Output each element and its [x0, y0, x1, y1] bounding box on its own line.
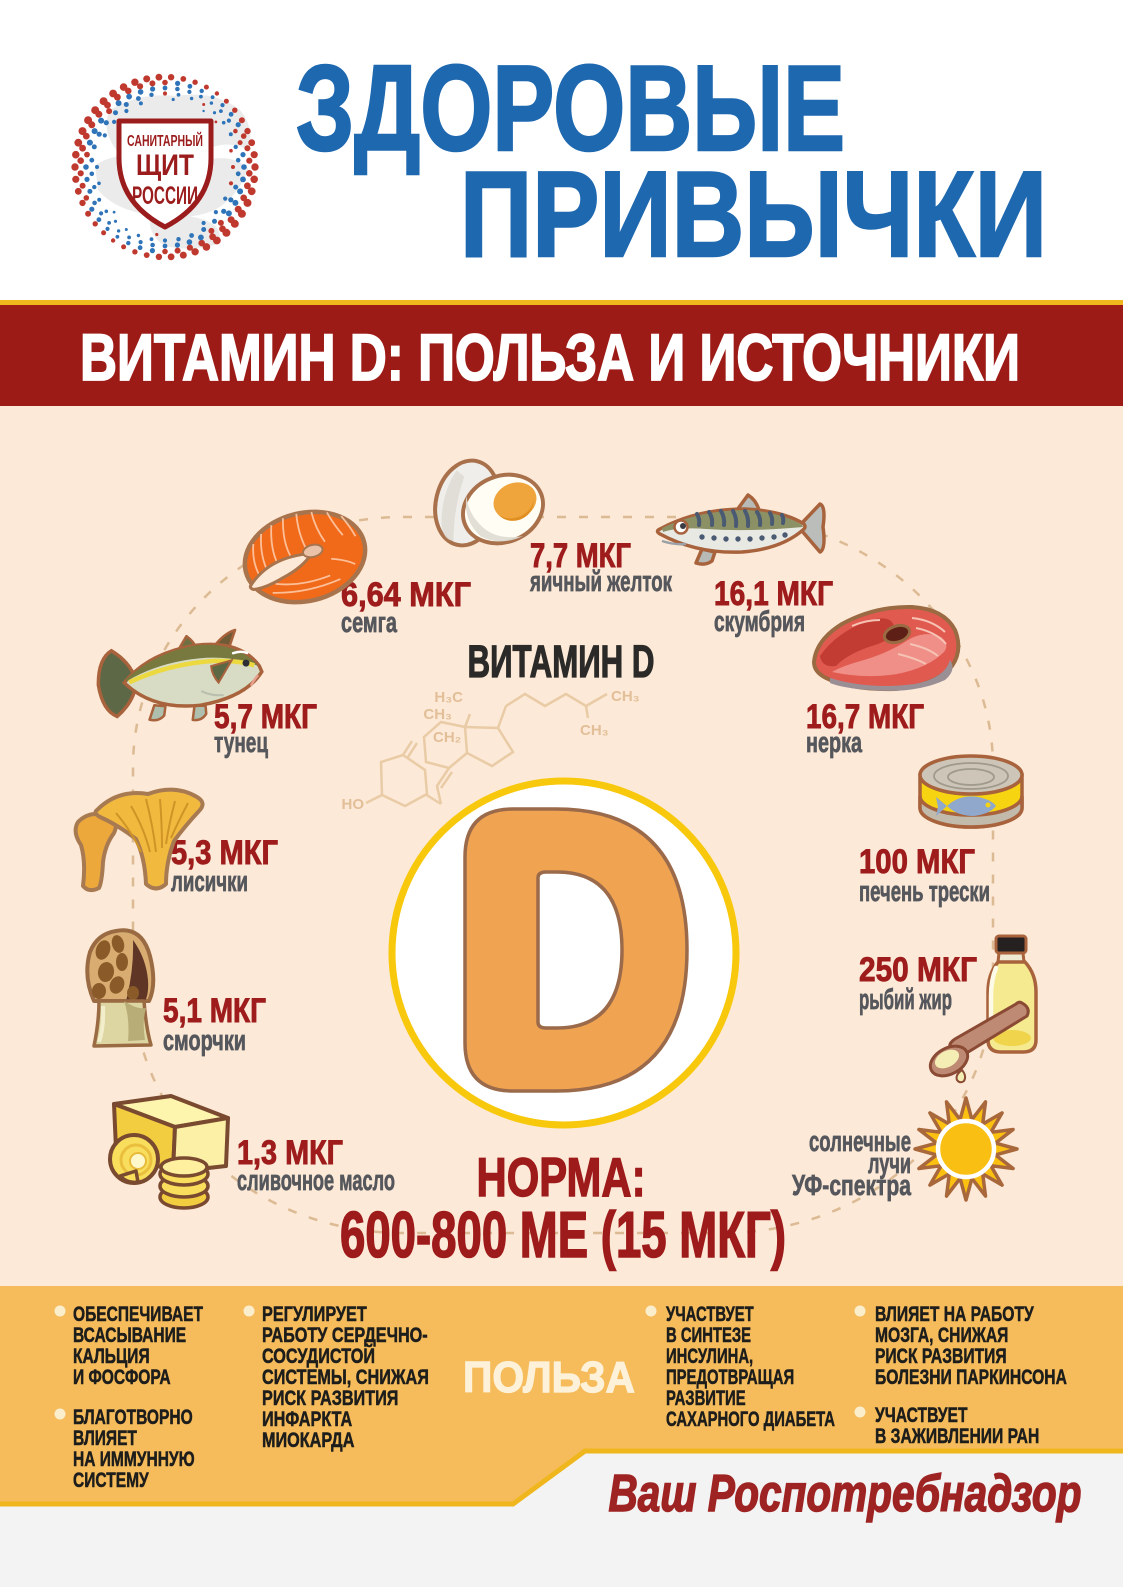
svg-text:УЧАСТВУЕТ: УЧАСТВУЕТ [666, 1301, 754, 1325]
svg-text:семга: семга [341, 607, 398, 639]
svg-text:ИНСУЛИНА,: ИНСУЛИНА, [666, 1343, 753, 1367]
svg-text:сморчки: сморчки [163, 1025, 246, 1057]
svg-text:рыбий жир: рыбий жир [859, 984, 952, 1016]
svg-text:1,3 МКГ: 1,3 МКГ [237, 1134, 343, 1172]
svg-text:Ваш Роспотребнадзор: Ваш Роспотребнадзор [609, 1465, 1082, 1523]
svg-text:100 МКГ: 100 МКГ [859, 843, 975, 881]
svg-text:6,64 МКГ: 6,64 МКГ [341, 576, 471, 614]
svg-text:16,1 МКГ: 16,1 МКГ [714, 575, 833, 613]
svg-text:РИСК РАЗВИТИЯ: РИСК РАЗВИТИЯ [875, 1344, 1007, 1368]
svg-text:РАЗВИТИЕ: РАЗВИТИЕ [666, 1385, 746, 1409]
svg-text:НОРМА:: НОРМА: [477, 1146, 646, 1208]
svg-text:ЗДОРОВЫЕ: ЗДОРОВЫЕ [296, 40, 845, 176]
svg-text:СОСУДИСТОЙ: СОСУДИСТОЙ [262, 1344, 375, 1369]
svg-text:5,3 МКГ: 5,3 МКГ [171, 834, 278, 872]
svg-text:БОЛЕЗНИ ПАРКИНСОНА: БОЛЕЗНИ ПАРКИНСОНА [875, 1365, 1067, 1389]
svg-text:250 МКГ: 250 МКГ [859, 951, 977, 989]
svg-text:МИОКАРДА: МИОКАРДА [262, 1429, 355, 1453]
svg-text:КАЛЬЦИЯ: КАЛЬЦИЯ [73, 1344, 150, 1368]
svg-text:лисички: лисички [171, 866, 248, 898]
svg-text:РЕГУЛИРУЕТ: РЕГУЛИРУЕТ [262, 1303, 367, 1327]
svg-text:скумбрия: скумбрия [714, 606, 805, 638]
svg-text:БЛАГОТВОРНО: БЛАГОТВОРНО [73, 1405, 193, 1429]
svg-text:НА ИММУННУЮ: НА ИММУННУЮ [73, 1447, 195, 1471]
svg-text:ПОЛЬЗА: ПОЛЬЗА [463, 1353, 635, 1402]
svg-text:УФ-спектра: УФ-спектра [792, 1170, 912, 1202]
svg-text:яичный желток: яичный желток [529, 566, 672, 598]
svg-text:ВЛИЯЕТ НА РАБОТУ: ВЛИЯЕТ НА РАБОТУ [875, 1302, 1034, 1326]
svg-text:CH₃: CH₃ [580, 722, 609, 739]
svg-text:H₃C: H₃C [434, 689, 463, 706]
svg-text:ИНФАРКТА: ИНФАРКТА [262, 1408, 352, 1432]
svg-text:сливочное масло: сливочное масло [237, 1165, 395, 1197]
svg-text:ПРИВЫЧКИ: ПРИВЫЧКИ [460, 146, 1047, 282]
svg-text:CH₃: CH₃ [423, 706, 452, 723]
svg-text:РОССИИ: РОССИИ [132, 182, 198, 210]
svg-text:И ФОСФОРА: И ФОСФОРА [73, 1365, 171, 1389]
svg-text:ВСАСЫВАНИЕ: ВСАСЫВАНИЕ [73, 1323, 186, 1347]
svg-text:В ЗАЖИВЛЕНИИ РАН: В ЗАЖИВЛЕНИИ РАН [875, 1424, 1039, 1448]
svg-text:тунец: тунец [214, 727, 268, 759]
svg-text:CH₂: CH₂ [433, 729, 461, 746]
svg-text:нерка: нерка [806, 727, 863, 759]
svg-text:СИСТЕМЫ, СНИЖАЯ: СИСТЕМЫ, СНИЖАЯ [262, 1366, 429, 1390]
svg-text:солнечные: солнечные [809, 1126, 911, 1158]
svg-text:ВИТАМИН D: ВИТАМИН D [468, 636, 655, 687]
svg-text:САНИТАРНЫЙ: САНИТАРНЫЙ [127, 131, 203, 150]
svg-text:МОЗГА, СНИЖАЯ: МОЗГА, СНИЖАЯ [875, 1323, 1008, 1347]
svg-text:ПРЕДОТВРАЩАЯ: ПРЕДОТВРАЩАЯ [666, 1364, 794, 1388]
svg-text:16,7 МКГ: 16,7 МКГ [806, 698, 924, 736]
svg-text:ОБЕСПЕЧИВАЕТ: ОБЕСПЕЧИВАЕТ [73, 1302, 203, 1326]
svg-text:РИСК РАЗВИТИЯ: РИСК РАЗВИТИЯ [262, 1387, 398, 1411]
svg-text:CH₃: CH₃ [611, 688, 640, 705]
svg-text:САХАРНОГО ДИАБЕТА: САХАРНОГО ДИАБЕТА [666, 1406, 835, 1430]
svg-text:СИСТЕМУ: СИСТЕМУ [73, 1468, 149, 1492]
svg-text:5,1 МКГ: 5,1 МКГ [163, 992, 266, 1030]
svg-text:В СИНТЕЗЕ: В СИНТЕЗЕ [666, 1322, 751, 1346]
svg-text:HO: HO [342, 796, 365, 813]
svg-text:УЧАСТВУЕТ: УЧАСТВУЕТ [875, 1403, 968, 1427]
svg-text:ВЛИЯЕТ: ВЛИЯЕТ [73, 1426, 137, 1450]
svg-text:600-800 МЕ (15 МКГ): 600-800 МЕ (15 МКГ) [340, 1198, 786, 1271]
svg-text:7,7 МКГ: 7,7 МКГ [530, 537, 631, 575]
svg-text:ВИТАМИН D: ПОЛЬЗА И ИСТОЧНИКИ: ВИТАМИН D: ПОЛЬЗА И ИСТОЧНИКИ [80, 320, 1020, 394]
svg-text:лучи: лучи [868, 1148, 911, 1180]
svg-text:ЩИТ: ЩИТ [136, 149, 194, 182]
svg-text:5,7 МКГ: 5,7 МКГ [214, 698, 317, 736]
svg-text:РАБОТУ СЕРДЕЧНО-: РАБОТУ СЕРДЕЧНО- [262, 1324, 428, 1348]
svg-text:печень трески: печень трески [859, 876, 990, 908]
